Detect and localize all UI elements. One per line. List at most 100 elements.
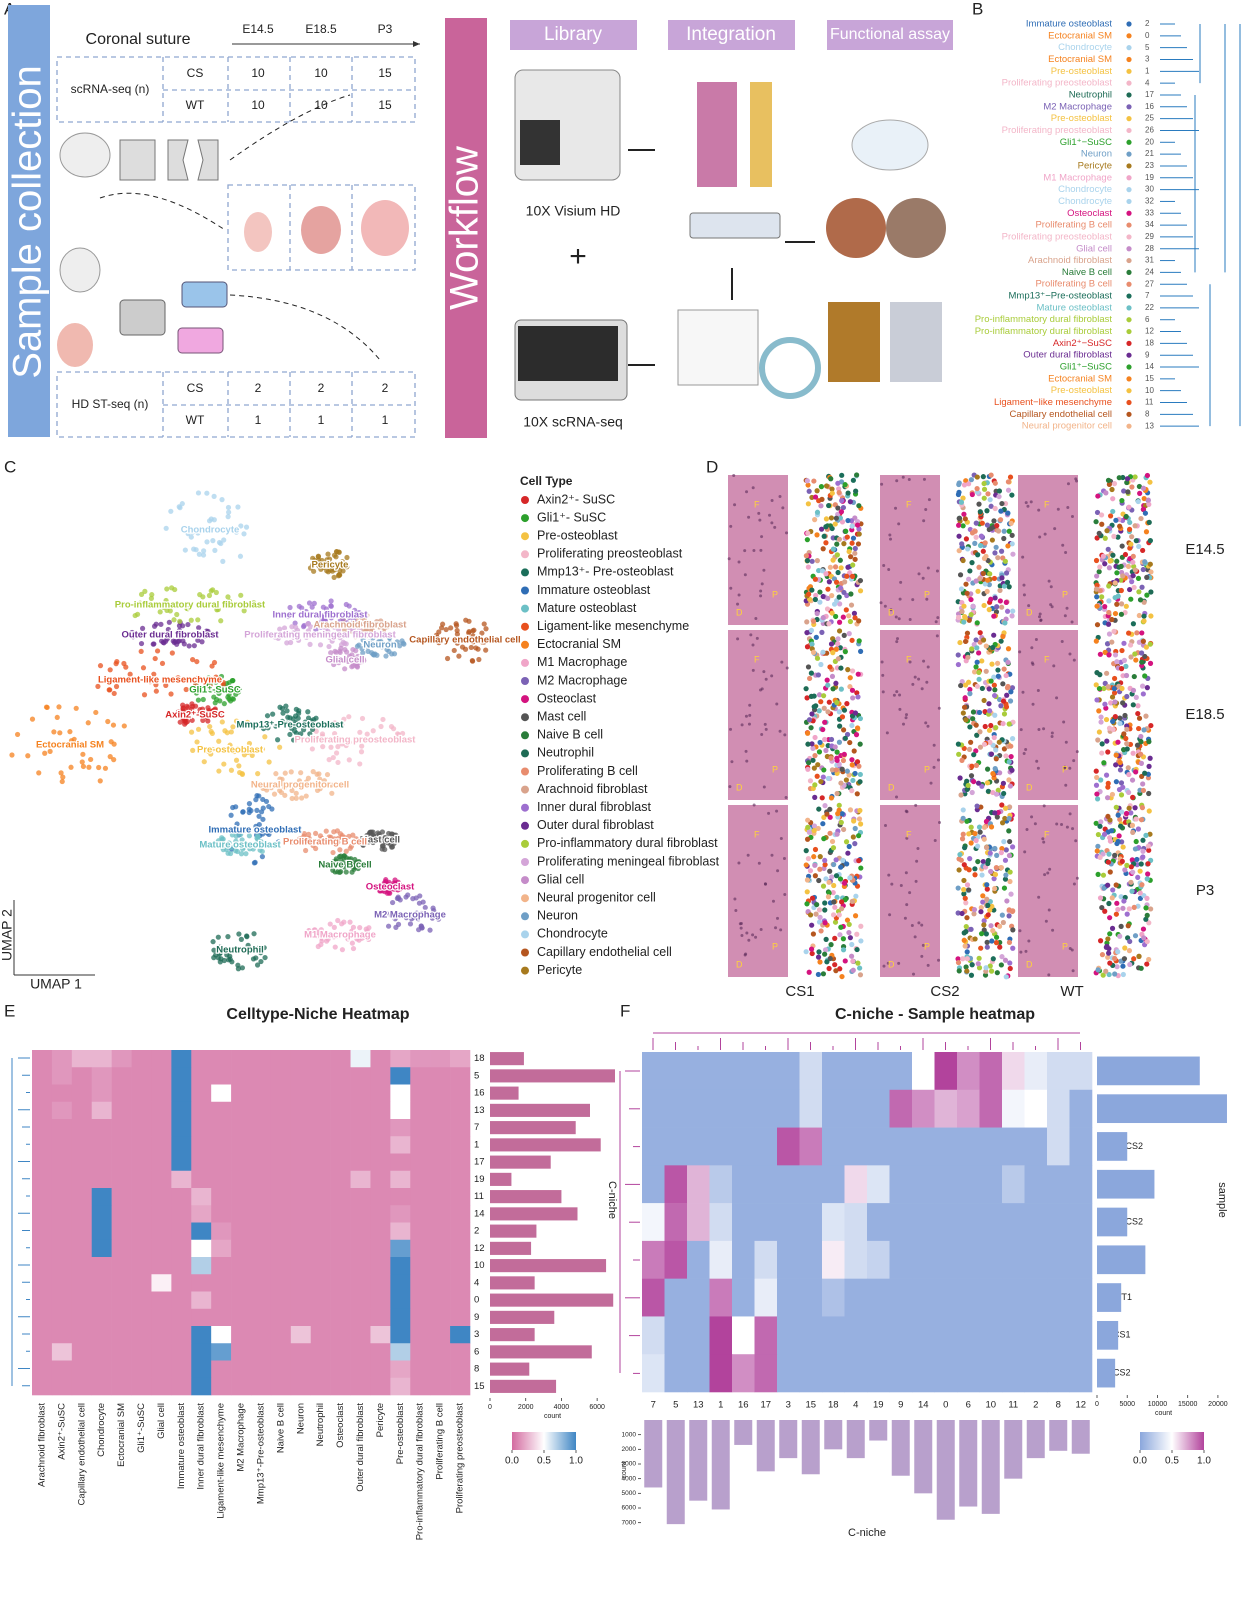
- spot: [838, 780, 844, 786]
- count-bar: [1004, 1420, 1023, 1479]
- heat-cell: [231, 1205, 252, 1223]
- cluster-name: Neutrophil: [1069, 89, 1112, 100]
- cluster-name: M2 Macrophage: [1043, 101, 1112, 112]
- umap-cell: [290, 716, 296, 722]
- heat-cell: [131, 1188, 152, 1206]
- spot: [992, 550, 998, 556]
- heat-cell: [754, 1052, 778, 1091]
- spot: [804, 889, 810, 895]
- umap-cell: [195, 726, 202, 732]
- heat-cell: [390, 1360, 411, 1379]
- spot: [955, 652, 961, 658]
- spot: [988, 751, 995, 757]
- heat-cell: [91, 1067, 112, 1085]
- umap-cell: [383, 910, 389, 916]
- spot: [1115, 949, 1121, 955]
- spot: [825, 709, 831, 715]
- heat-cell: [450, 1360, 471, 1379]
- heat-cell: [912, 1240, 935, 1279]
- nucleus: [1071, 827, 1075, 831]
- heat-cell: [1047, 1127, 1070, 1166]
- spot: [1109, 791, 1116, 798]
- count-tick-label: 0: [488, 1404, 492, 1411]
- umap-cell: [196, 625, 202, 631]
- x-tick-label: 3: [786, 1400, 791, 1411]
- legend-dot: [521, 640, 529, 649]
- count-bar: [490, 1379, 557, 1393]
- nucleus: [771, 899, 775, 903]
- spot: [998, 638, 1004, 644]
- legend-label: M2 Macrophage: [537, 673, 627, 687]
- umap-cell: [254, 962, 261, 968]
- umap-cell: [313, 782, 319, 788]
- spot: [1117, 767, 1124, 773]
- spot: [964, 590, 970, 596]
- heat-cell: [191, 1308, 212, 1327]
- spot: [811, 827, 817, 834]
- spot: [990, 928, 996, 934]
- nucleus: [785, 531, 789, 535]
- count-bar: [981, 1420, 1000, 1514]
- spot: [824, 677, 830, 683]
- spot: [1128, 864, 1134, 870]
- spot: [1123, 735, 1129, 742]
- heat-cell: [171, 1257, 192, 1275]
- umap-cell: [386, 648, 392, 655]
- spot: [1126, 504, 1132, 510]
- umap-cell: [364, 731, 370, 737]
- heat-cell: [822, 1052, 845, 1091]
- spot: [980, 548, 986, 554]
- umap-cell: [225, 504, 232, 511]
- nucleus: [920, 687, 924, 691]
- umap-cell: [196, 551, 202, 557]
- spot: [963, 581, 969, 587]
- heat-cell: [934, 1165, 958, 1204]
- spot: [822, 947, 829, 953]
- nucleus: [737, 861, 741, 865]
- nucleus: [904, 716, 908, 720]
- spot: [968, 596, 974, 603]
- landmark: P: [772, 941, 778, 951]
- heat-cell: [270, 1326, 292, 1344]
- heat-cell: [934, 1240, 958, 1279]
- nucleus: [905, 810, 909, 814]
- cluster-dot: [1126, 45, 1132, 51]
- heat-cell: [410, 1291, 431, 1310]
- spot: [972, 872, 978, 878]
- side-title: Sample collection: [6, 65, 50, 379]
- heat-cell: [151, 1291, 172, 1310]
- umap-label: Glial cell: [325, 655, 364, 666]
- umap-cell: [350, 616, 357, 622]
- spot: [1139, 882, 1145, 888]
- heat-cell: [430, 1119, 451, 1137]
- spot: [852, 841, 858, 847]
- heat-cell: [32, 1067, 53, 1085]
- spot: [1115, 739, 1121, 745]
- umap-cell: [216, 539, 223, 546]
- heat-cell: [251, 1274, 272, 1292]
- landmark: D: [736, 607, 743, 617]
- spot: [1099, 521, 1105, 527]
- umap-cell: [204, 539, 210, 545]
- table-cell: 15: [378, 98, 392, 112]
- heat-cell: [211, 1274, 232, 1292]
- heat-cell: [889, 1354, 913, 1393]
- nucleus: [759, 589, 763, 593]
- legend-label: Neural progenitor cell: [537, 890, 656, 904]
- spot: [973, 664, 979, 670]
- workflow-title: Workflow: [443, 146, 487, 310]
- heat-cell: [450, 1084, 471, 1103]
- spot: [1123, 513, 1129, 520]
- umap-cell: [330, 754, 336, 761]
- count-bar: [490, 1138, 601, 1152]
- spot: [1098, 714, 1104, 720]
- nucleus: [770, 499, 774, 503]
- umap-cell: [344, 564, 350, 570]
- spot: [1105, 859, 1112, 865]
- umap-cell: [380, 628, 386, 634]
- heat-cell: [410, 1188, 431, 1206]
- landmark: D: [736, 782, 743, 792]
- spot: [819, 496, 825, 502]
- umap-cell: [241, 608, 247, 614]
- nucleus: [879, 601, 883, 605]
